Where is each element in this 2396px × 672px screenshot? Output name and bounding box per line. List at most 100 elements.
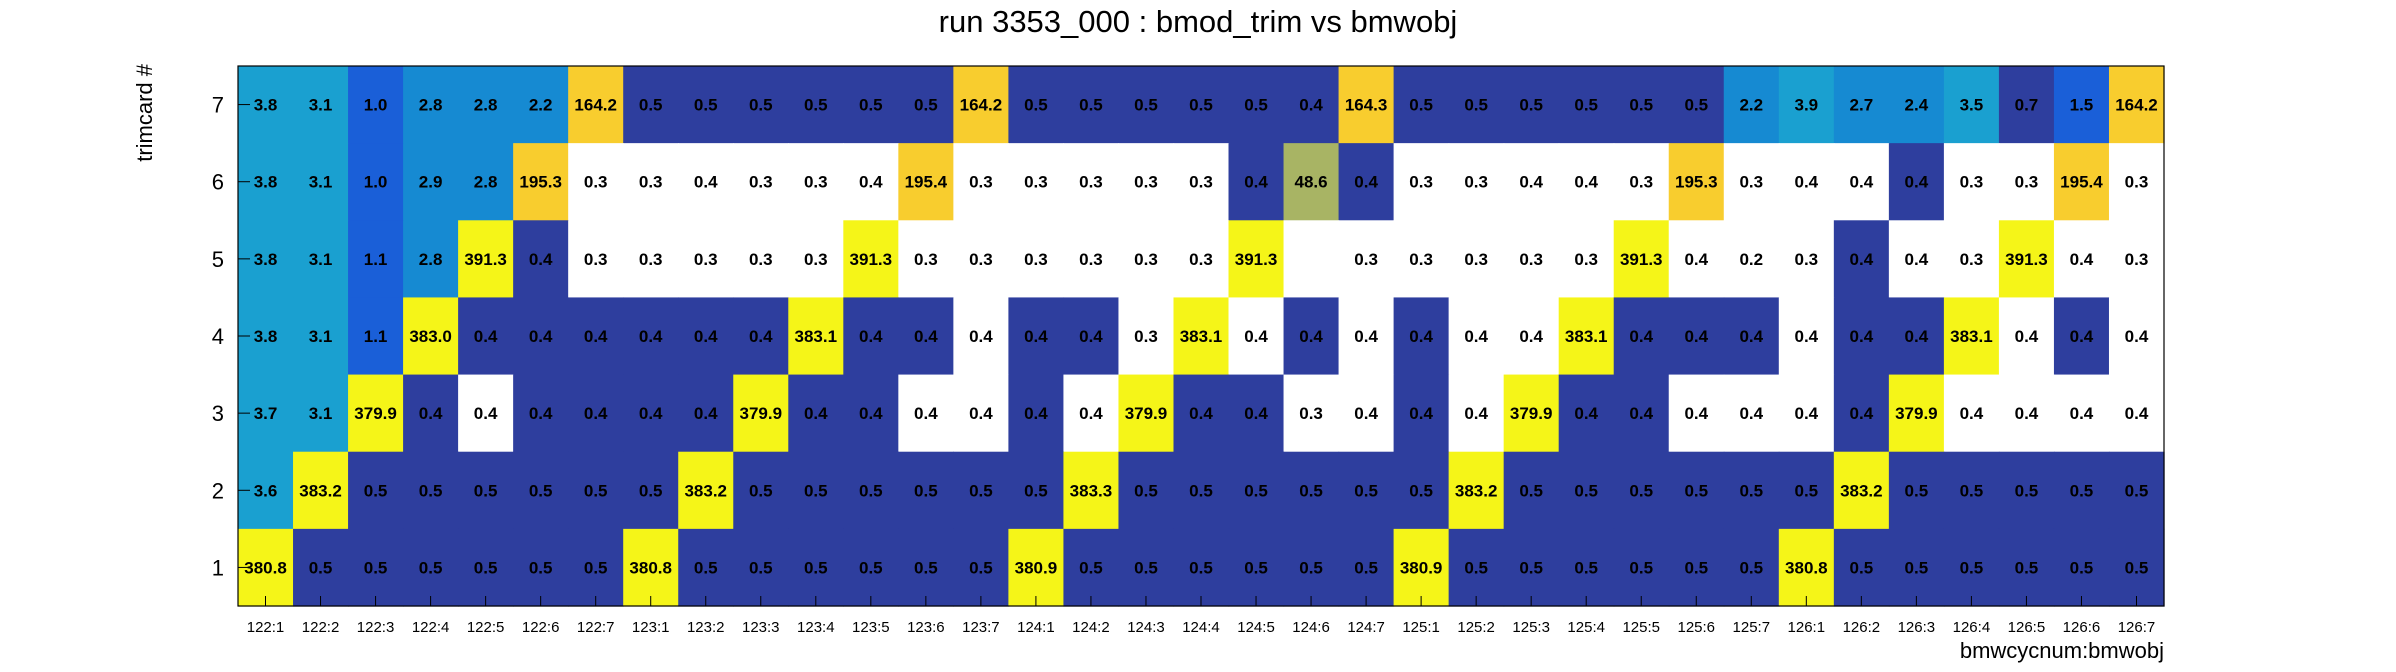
cell-value-label: 0.3	[1134, 173, 1158, 192]
cell-value-label: 3.1	[309, 96, 333, 115]
x-tick-label: 126:2	[1843, 619, 1881, 636]
cell-value-label: 2.7	[1850, 96, 1874, 115]
heatmap-cell	[458, 528, 514, 607]
heatmap-cell	[1503, 374, 1560, 453]
cell-value-label: 0.4	[1739, 404, 1763, 423]
heatmap-cell	[623, 220, 679, 299]
x-tick-label: 123:4	[797, 619, 835, 636]
cell-value-label: 0.5	[1244, 481, 1268, 500]
cell-value-label: 0.5	[914, 558, 938, 577]
cell-value-label: 0.5	[1134, 96, 1158, 115]
cell-value-label: 0.3	[639, 250, 663, 269]
heatmap-cell	[953, 143, 1009, 221]
heatmap-cell	[2053, 297, 2110, 376]
heatmap-cell	[568, 297, 624, 376]
heatmap-cell	[1888, 374, 1945, 453]
heatmap-cell	[788, 374, 844, 453]
heatmap-cell	[953, 66, 1009, 144]
heatmap-cell	[403, 374, 459, 453]
x-tick-label: 123:3	[742, 619, 780, 636]
cell-value-label: 0.5	[969, 481, 993, 500]
cell-value-label: 0.4	[1850, 250, 1874, 269]
cell-value-label: 195.3	[519, 173, 562, 192]
cell-value-label: 0.4	[2015, 404, 2039, 423]
heatmap-cell	[2053, 451, 2110, 530]
heatmap-cell	[293, 528, 349, 607]
heatmap-cell	[788, 297, 844, 376]
cell-value-label: 0.4	[1409, 327, 1433, 346]
heatmap-cell	[788, 451, 844, 530]
heatmap-cell	[1393, 374, 1450, 453]
heatmap-cell	[1888, 66, 1945, 144]
heatmap-cell	[1668, 220, 1725, 299]
heatmap-cell	[843, 220, 899, 299]
heatmap-cell	[1008, 451, 1065, 530]
cell-value-label: 0.4	[529, 404, 553, 423]
cell-value-label: 3.8	[254, 96, 278, 115]
heatmap-cell	[1063, 66, 1120, 144]
y-tick-label: 7	[212, 93, 224, 118]
heatmap-cell	[1063, 451, 1120, 530]
cell-value-label: 0.4	[1299, 327, 1323, 346]
chart-title: run 3353_000 : bmod_trim vs bmwobj	[939, 4, 1458, 39]
heatmap-cell	[1998, 528, 2055, 607]
heatmap-cell	[1503, 297, 1560, 376]
heatmap-cell	[1228, 374, 1285, 453]
heatmap-cell	[678, 143, 734, 221]
heatmap-cell	[1063, 143, 1120, 221]
heatmap-cell	[403, 297, 459, 376]
cell-value-label: 164.2	[960, 96, 1003, 115]
cell-value-label: 0.5	[474, 481, 498, 500]
cell-value-label: 1.0	[364, 96, 388, 115]
heatmap-cell	[348, 66, 404, 144]
x-tick-label: 123:7	[962, 619, 1000, 636]
cell-value-label: 0.3	[1134, 327, 1158, 346]
heatmap-cell	[1998, 220, 2055, 299]
cell-value-label: 0.4	[1354, 173, 1378, 192]
cell-value-label: 2.8	[474, 173, 498, 192]
cell-value-label: 0.5	[1629, 481, 1653, 500]
cell-value-label: 0.3	[1960, 173, 1984, 192]
heatmap-cell	[1723, 528, 1780, 607]
heatmap-cell	[1118, 374, 1175, 453]
heatmap-cell	[953, 451, 1009, 530]
heatmap-cell	[1008, 528, 1065, 607]
cell-value-label: 0.4	[1850, 173, 1874, 192]
cell-value-label: 0.3	[969, 250, 993, 269]
cell-value-label: 0.4	[2070, 404, 2094, 423]
x-tick-label: 125:5	[1622, 619, 1660, 636]
heatmap-cell	[1723, 297, 1780, 376]
heatmap-cell	[843, 143, 899, 221]
heatmap-cell	[1723, 66, 1780, 144]
cell-value-label: 1.1	[364, 327, 388, 346]
heatmap-cell	[1448, 297, 1505, 376]
x-tick-label: 122:3	[357, 619, 395, 636]
cell-value-label: 0.4	[1960, 404, 1984, 423]
cell-value-label: 0.5	[529, 558, 553, 577]
plot-frame	[237, 65, 2165, 607]
heatmap-cell	[1888, 220, 1945, 299]
heatmap-cell	[1943, 451, 2000, 530]
heatmap-cell	[1833, 451, 1890, 530]
heatmap-cell	[293, 143, 349, 221]
cell-value-label: 0.4	[914, 404, 938, 423]
cell-value-label: 0.5	[584, 558, 608, 577]
cell-value-label: 0.5	[639, 96, 663, 115]
heatmap-cell	[678, 528, 734, 607]
x-tick-label: 123:5	[852, 619, 890, 636]
heatmap-cell	[898, 374, 954, 453]
heatmap-cell	[1613, 451, 1670, 530]
cell-value-label: 0.5	[1354, 558, 1378, 577]
cell-value-label: 379.9	[1895, 404, 1938, 423]
heatmap-cell-labels: 3.8 3.1 1.0 2.8 2.8 2.2 164.2 0.5 0.5 0.5 0.5 0.5 0.…	[244, 96, 2158, 578]
heatmap-cell	[733, 451, 789, 530]
cell-value-label: 391.3	[1620, 250, 1663, 269]
heatmap-cell	[843, 66, 899, 144]
x-axis-label: bmwcycnum:bmwobj	[1960, 638, 2164, 663]
y-axis-label: trimcard #	[132, 63, 157, 162]
heatmap-cell	[1118, 297, 1175, 376]
cell-value-label: 0.4	[1684, 250, 1708, 269]
heatmap-cell	[513, 220, 569, 299]
heatmap-cell	[1503, 528, 1560, 607]
heatmap-cell	[1833, 297, 1890, 376]
